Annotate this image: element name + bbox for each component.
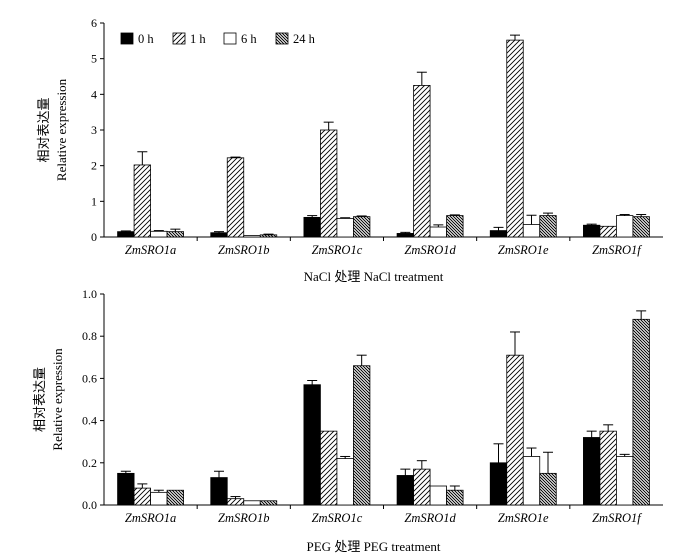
- bar: [583, 224, 601, 238]
- y-tick-label: 0.6: [82, 371, 97, 385]
- bar: [336, 218, 354, 238]
- legend-swatch: [275, 32, 289, 45]
- bar: [632, 318, 650, 506]
- bar: [599, 430, 617, 506]
- y-tick-label: 0.2: [82, 456, 97, 470]
- bar: [210, 232, 228, 238]
- legend-swatch: [172, 32, 186, 45]
- nacl-chart: 0 1 2 3 4 5 6 ZmSRO1a ZmSRO1b ZmSRO1c ZmSRO1d ZmSRO…: [36, 16, 663, 284]
- bar: [150, 491, 168, 506]
- bar: [166, 231, 184, 238]
- bar: [259, 234, 278, 238]
- legend-item: 6 h: [223, 32, 257, 46]
- bar: [539, 215, 557, 238]
- y-tick-label: 0: [91, 230, 97, 244]
- legend-label: 0 h: [138, 32, 154, 46]
- y-axis-title: 相对表达量: [36, 97, 51, 162]
- legend: 0 h 1 h 6 h 24 h: [120, 32, 316, 46]
- bar: [243, 500, 261, 506]
- bar: [632, 216, 650, 238]
- category-label: ZmSRO1e: [498, 511, 549, 525]
- bar: [226, 157, 245, 238]
- y-tick-label: 3: [91, 123, 97, 137]
- bar: [522, 456, 541, 506]
- category-label: ZmSRO1d: [404, 243, 456, 257]
- legend-label: 6 h: [241, 32, 257, 46]
- bar: [353, 365, 371, 506]
- bar: [429, 226, 447, 238]
- y-tick-label: 4: [91, 87, 97, 101]
- peg-chart: 0.0 0.2 0.4 0.6 0.8 1.0 ZmSRO1a ZmSRO1b ZmSRO1c Z…: [32, 287, 663, 554]
- y-axis-title: 相对表达量: [32, 367, 47, 432]
- category-label: ZmSRO1f: [592, 511, 642, 525]
- y-tick-label: 0.4: [82, 414, 97, 428]
- bar: [616, 215, 634, 238]
- category-label: ZmSRO1e: [498, 243, 549, 257]
- bar: [396, 233, 414, 238]
- bar: [506, 354, 524, 506]
- bar: [303, 384, 321, 506]
- bar: [117, 472, 135, 506]
- legend-item: 1 h: [172, 32, 206, 46]
- category-label: ZmSRO1c: [312, 511, 363, 525]
- bar: [599, 225, 617, 238]
- bar: [353, 216, 371, 238]
- legend-item: 0 h: [120, 32, 154, 46]
- bar: [413, 468, 431, 506]
- legend-swatch: [120, 32, 134, 45]
- bar: [429, 485, 447, 506]
- bar: [243, 235, 261, 238]
- bar: [583, 437, 601, 506]
- category-label: ZmSRO1d: [404, 511, 456, 525]
- bar: [320, 129, 338, 238]
- bar: [320, 430, 338, 506]
- bar: [446, 489, 464, 506]
- bar: [210, 477, 228, 506]
- y-tick-label: 6: [91, 16, 97, 30]
- y-tick-label: 5: [91, 52, 97, 66]
- bar: [396, 475, 414, 506]
- y-tick-label: 1: [91, 194, 97, 208]
- bar: [336, 458, 354, 506]
- bar: [303, 216, 321, 238]
- y-axis-title: Relative expression: [50, 348, 65, 451]
- bar: [446, 215, 464, 238]
- category-label: ZmSRO1b: [218, 511, 269, 525]
- bar: [133, 487, 151, 506]
- bar: [226, 498, 245, 506]
- legend-swatch: [223, 32, 237, 45]
- bar: [489, 462, 508, 506]
- x-axis-title: NaCl 处理 NaCl treatment: [304, 269, 444, 284]
- category-label: ZmSRO1a: [125, 511, 176, 525]
- category-label: ZmSRO1f: [592, 243, 642, 257]
- category-label: ZmSRO1a: [125, 243, 176, 257]
- bar: [133, 164, 151, 238]
- legend-item: 24 h: [275, 32, 316, 46]
- bar: [150, 230, 168, 238]
- y-tick-label: 2: [91, 159, 97, 173]
- bar: [166, 489, 184, 506]
- bar: [489, 230, 508, 238]
- legend-label: 24 h: [293, 32, 316, 46]
- y-tick-label: 0.8: [82, 329, 97, 343]
- y-tick-label: 1.0: [82, 287, 97, 301]
- bar: [616, 456, 634, 506]
- bar: [522, 224, 541, 238]
- category-label: ZmSRO1c: [312, 243, 363, 257]
- y-axis-title: Relative expression: [54, 78, 69, 181]
- bar: [259, 500, 278, 506]
- bar: [413, 85, 431, 238]
- bar: [117, 231, 135, 238]
- bar: [539, 472, 557, 506]
- y-tick-label: 0.0: [82, 498, 97, 512]
- legend-label: 1 h: [190, 32, 206, 46]
- bar: [506, 39, 524, 238]
- category-label: ZmSRO1b: [218, 243, 269, 257]
- x-axis-title: PEG 处理 PEG treatment: [307, 539, 441, 554]
